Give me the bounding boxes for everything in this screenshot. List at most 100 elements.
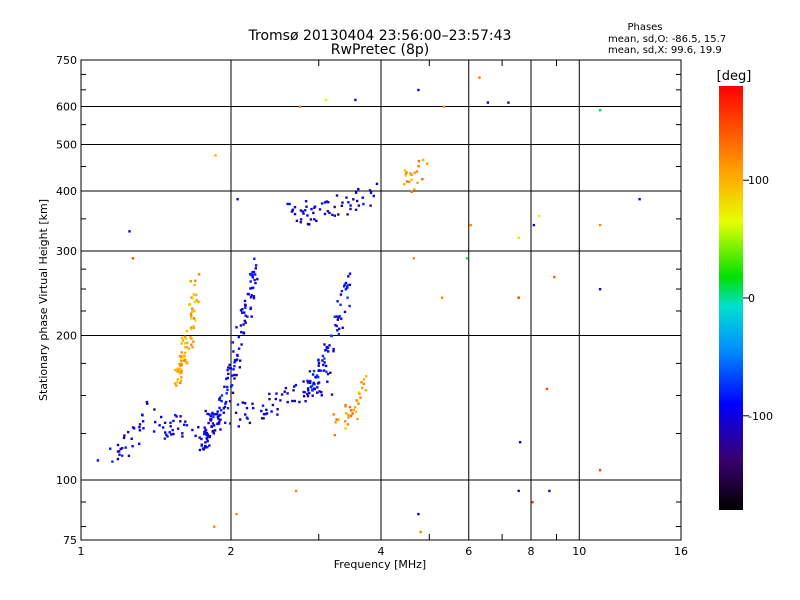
trace-point	[306, 379, 309, 383]
trace-point	[180, 363, 183, 367]
scatter-point	[354, 98, 357, 102]
trace-point	[237, 425, 240, 428]
trace-point	[317, 381, 321, 384]
trace-point	[219, 428, 222, 431]
colorbar-label: [deg]	[717, 69, 752, 84]
trace-point	[360, 381, 363, 384]
trace-point	[183, 351, 187, 355]
trace-point	[338, 314, 341, 318]
trace-point	[204, 429, 207, 433]
trace-point	[176, 367, 179, 370]
colorbar-tick-label: -100	[748, 410, 773, 423]
trace-point	[252, 297, 256, 300]
trace-point	[211, 411, 214, 415]
y-tick-label: 750	[56, 54, 77, 67]
trace-point	[228, 400, 232, 403]
grid-lines	[81, 60, 681, 540]
trace-point	[236, 354, 239, 357]
trace-point	[111, 460, 114, 463]
trace-point	[356, 417, 359, 421]
y-tick-label: 300	[56, 245, 77, 258]
trace-point	[243, 311, 246, 314]
trace-point	[203, 426, 206, 429]
trace-point	[336, 329, 339, 332]
trace-point	[321, 354, 325, 358]
trace-point	[346, 284, 349, 287]
trace-point	[318, 390, 321, 393]
trace-point	[306, 394, 310, 398]
trace-point	[340, 204, 343, 207]
trace-point	[329, 371, 332, 374]
trace-point	[218, 396, 222, 399]
trace-point	[294, 383, 298, 387]
trace-point	[184, 361, 188, 364]
trace-point	[323, 343, 326, 346]
trace-point	[292, 389, 295, 392]
trace-point	[416, 181, 419, 184]
trace-point	[335, 194, 339, 197]
trace-point	[193, 300, 196, 304]
trace-point	[180, 371, 183, 375]
trace-point	[179, 379, 183, 382]
trace-point	[209, 419, 213, 422]
trace-point	[235, 358, 239, 361]
trace-point	[179, 420, 182, 423]
trace-point	[352, 408, 355, 412]
trace-point	[339, 293, 343, 296]
scatter-point	[440, 296, 444, 299]
trace-point	[330, 334, 333, 337]
trace-point	[302, 380, 305, 383]
trace-point	[241, 308, 244, 311]
trace-point	[251, 402, 254, 405]
trace-point	[190, 296, 193, 299]
trace-point	[163, 437, 166, 440]
trace-point	[333, 434, 337, 437]
trace-point	[190, 343, 193, 346]
trace-point	[174, 368, 177, 372]
trace-point	[405, 171, 408, 174]
trace-point	[332, 413, 335, 416]
trace-point	[142, 427, 145, 430]
trace-point	[212, 424, 216, 427]
trace-point	[347, 413, 350, 417]
trace-point	[216, 410, 219, 413]
trace-point	[249, 296, 253, 299]
trace-point	[320, 202, 324, 205]
scatter-point	[517, 236, 520, 239]
trace-point	[343, 420, 347, 423]
trace-point	[343, 283, 346, 286]
trace-point	[256, 277, 259, 281]
trace-point	[349, 204, 352, 207]
trace-point	[233, 361, 236, 364]
trace-point	[197, 426, 200, 429]
trace-point	[293, 399, 296, 403]
trace-point	[205, 431, 208, 435]
trace-point	[160, 415, 163, 419]
trace-point	[191, 297, 194, 300]
trace-point	[225, 377, 228, 381]
scatter-point	[517, 489, 520, 493]
trace-point	[362, 382, 366, 385]
trace-point	[409, 172, 412, 175]
trace-point	[198, 448, 202, 452]
trace-point	[130, 437, 133, 440]
trace-point	[295, 219, 299, 222]
trace-point	[323, 201, 327, 204]
trace-point	[234, 359, 237, 362]
trace-point	[176, 370, 179, 373]
trace-point	[194, 293, 198, 297]
trace-point	[310, 207, 313, 211]
trace-point	[308, 223, 311, 226]
trace-point	[350, 409, 353, 412]
trace-point	[286, 392, 289, 395]
trace-point	[326, 372, 330, 376]
trace-point	[239, 359, 242, 362]
trace-point	[347, 275, 350, 278]
trace-point	[231, 391, 235, 394]
trace-point	[348, 304, 351, 308]
trace-point	[176, 427, 180, 430]
trace-point	[206, 433, 209, 436]
trace-point	[227, 372, 230, 376]
trace-point	[178, 362, 181, 366]
scatter-point	[236, 198, 239, 201]
